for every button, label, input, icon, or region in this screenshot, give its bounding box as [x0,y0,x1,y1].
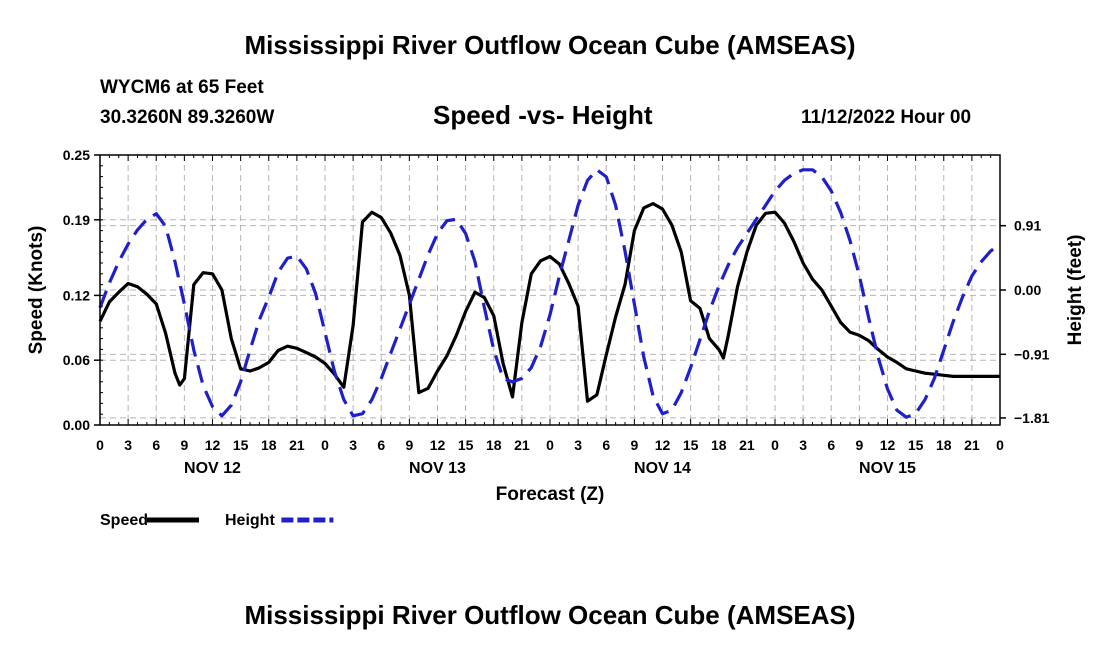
x-tick-label: 18 [261,437,277,453]
station-label: WYCM6 at 65 Feet [100,77,264,98]
x-tick-label: 12 [205,437,221,453]
x-tick-label: 3 [124,437,132,453]
chart-subtitle: Speed -vs- Height [433,100,653,130]
x-tick-label: 9 [630,437,638,453]
x-tick-label: 15 [683,437,699,453]
x-tick-label: 21 [514,437,530,453]
y2-tick-label: 0.91 [1014,218,1041,234]
x-tick-label: 3 [349,437,357,453]
x-axis-title: Forecast (Z) [496,484,605,505]
y-tick-label: 0.19 [63,212,90,228]
x-day-label: NOV 13 [409,460,466,477]
x-tick-label: 12 [880,437,896,453]
y-axis-title: Speed (Knots) [26,226,47,355]
x-tick-label: 18 [936,437,952,453]
y2-tick-label: −1.81 [1014,410,1050,426]
x-tick-label: 18 [486,437,502,453]
x-tick-label: 15 [458,437,474,453]
x-tick-label: 3 [574,437,582,453]
x-tick-label: 3 [799,437,807,453]
x-day-label: NOV 12 [184,460,241,477]
x-tick-label: 9 [855,437,863,453]
x-tick-label: 0 [546,437,554,453]
series-line-height [98,168,1001,419]
x-tick-label: 9 [180,437,188,453]
y-tick-label: 0.06 [63,352,90,368]
x-tick-label: 15 [908,437,924,453]
y-tick-label: 0.12 [63,287,90,303]
x-tick-label: 0 [771,437,779,453]
y2-tick-label: 0.00 [1014,282,1041,298]
legend-label-speed: Speed [100,512,148,529]
x-tick-label: 6 [602,437,610,453]
x-tick-label: 6 [152,437,160,453]
y2-axis-title: Height (feet) [1065,235,1086,346]
x-tick-label: 0 [321,437,329,453]
x-tick-label: 21 [964,437,980,453]
main-title: Mississippi River Outflow Ocean Cube (AM… [244,30,856,60]
x-day-label: NOV 14 [634,460,691,477]
y-tick-label: 0.00 [63,417,90,433]
x-tick-label: 12 [655,437,671,453]
x-tick-label: 12 [430,437,446,453]
x-tick-label: 9 [405,437,413,453]
footer-title: Mississippi River Outflow Ocean Cube (AM… [244,600,856,630]
x-tick-label: 21 [739,437,755,453]
x-tick-label: 0 [996,437,1004,453]
legend-label-height: Height [225,512,275,529]
x-tick-label: 15 [233,437,249,453]
x-tick-label: 18 [711,437,727,453]
x-tick-label: 21 [289,437,305,453]
x-tick-label: 6 [377,437,385,453]
y2-tick-label: −0.91 [1014,346,1050,362]
y-tick-label: 0.25 [63,147,90,163]
x-tick-label: 0 [96,437,104,453]
coordinates-label: 30.3260N 89.3260W [100,107,275,128]
datetime-label: 11/12/2022 Hour 00 [801,107,972,128]
x-tick-label: 6 [827,437,835,453]
x-day-label: NOV 15 [859,460,916,477]
